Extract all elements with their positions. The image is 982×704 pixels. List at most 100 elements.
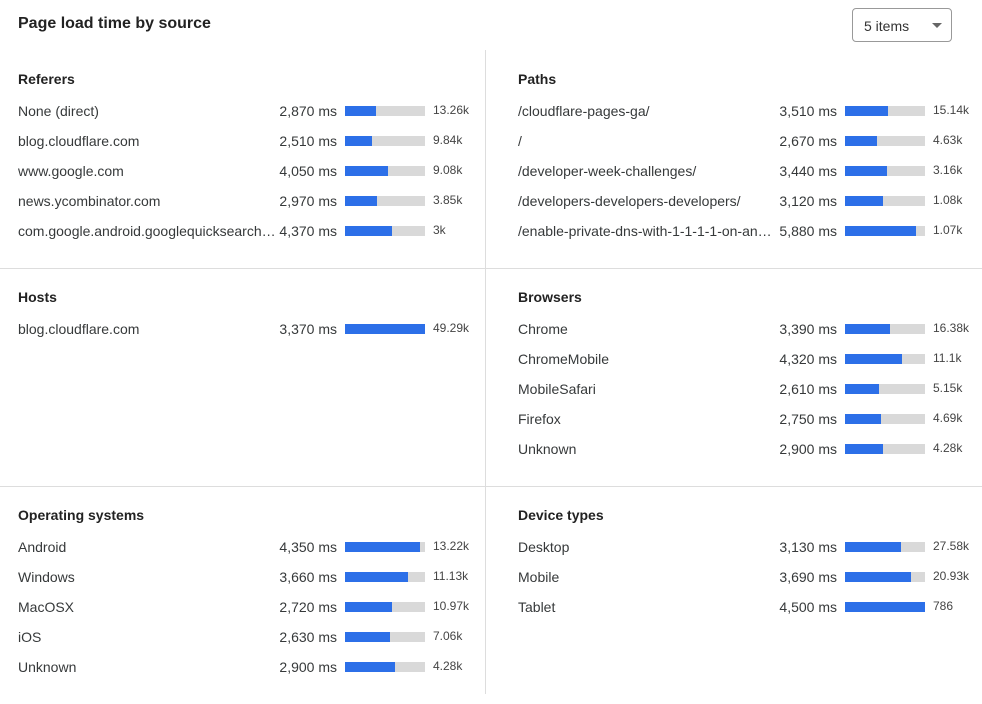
list-item[interactable]: /cloudflare-pages-ga/ 3,510 ms 15.14k: [518, 101, 982, 121]
section-hosts: Hosts blog.cloudflare.com 3,370 ms 49.29…: [0, 268, 486, 486]
list-item[interactable]: MacOSX 2,720 ms 10.97k: [18, 597, 488, 617]
list-item[interactable]: Mobile 3,690 ms 20.93k: [518, 567, 982, 587]
list-item[interactable]: /developers-developers-developers/ 3,120…: [518, 191, 982, 211]
load-time-bar: [845, 106, 925, 116]
bar-fill: [345, 324, 425, 334]
section-device-types: Device types Desktop 3,130 ms 27.58k Mob…: [500, 486, 982, 704]
request-count: 11.1k: [933, 351, 962, 365]
section-title: Referers: [18, 71, 75, 87]
request-count: 13.26k: [433, 103, 470, 117]
bar-fill: [345, 136, 373, 146]
request-count: 11.13k: [433, 569, 469, 583]
item-label: Tablet: [518, 599, 556, 615]
bar-fill: [845, 196, 884, 206]
section-browsers: Browsers Chrome 3,390 ms 16.38k ChromeMo…: [500, 268, 982, 486]
page-title: Page load time by source: [18, 15, 211, 32]
list-item[interactable]: None (direct) 2,870 ms 13.26k: [18, 101, 488, 121]
section-paths: Paths /cloudflare-pages-ga/ 3,510 ms 15.…: [500, 50, 982, 268]
request-count: 16.38k: [933, 321, 970, 335]
bar-fill: [345, 226, 393, 236]
bar-fill: [345, 632, 390, 642]
item-label: Desktop: [518, 539, 570, 555]
list-item[interactable]: news.ycombinator.com 2,970 ms 3.85k: [18, 191, 488, 211]
list-item[interactable]: Tablet 4,500 ms 786: [518, 597, 982, 617]
request-count: 27.58k: [933, 539, 970, 553]
load-time-bar: [845, 196, 925, 206]
request-count: 5.15k: [933, 381, 963, 395]
load-time-bar: [345, 602, 425, 612]
load-time-bar: [345, 106, 425, 116]
load-time-bar: [345, 632, 425, 642]
load-time: 3,510 ms: [779, 103, 837, 119]
bar-fill: [345, 196, 377, 206]
load-time: 4,350 ms: [279, 539, 337, 555]
load-time: 2,870 ms: [279, 103, 337, 119]
item-label: /: [518, 133, 522, 149]
load-time-bar: [845, 136, 925, 146]
request-count: 1.07k: [933, 223, 963, 237]
list-item[interactable]: Unknown 2,900 ms 4.28k: [518, 439, 982, 459]
list-item[interactable]: Chrome 3,390 ms 16.38k: [518, 319, 982, 339]
list-item[interactable]: Windows 3,660 ms 11.13k: [18, 567, 488, 587]
load-time-bar: [845, 444, 925, 454]
load-time: 4,500 ms: [779, 599, 837, 615]
list-item[interactable]: ChromeMobile 4,320 ms 11.1k: [518, 349, 982, 369]
bar-fill: [345, 602, 393, 612]
request-count: 786: [933, 599, 954, 613]
request-count: 13.22k: [433, 539, 470, 553]
load-time-bar: [845, 324, 925, 334]
item-label: Windows: [18, 569, 75, 585]
load-time: 3,690 ms: [779, 569, 837, 585]
load-time: 4,050 ms: [279, 163, 337, 179]
item-label: /developers-developers-developers/: [518, 193, 741, 209]
bar-fill: [845, 572, 912, 582]
item-label: /enable-private-dns-with-1-1-1-1-on-andr…: [518, 223, 776, 239]
item-label: /cloudflare-pages-ga/: [518, 103, 650, 119]
request-count: 3.16k: [933, 163, 963, 177]
bar-fill: [845, 324, 890, 334]
request-count: 20.93k: [933, 569, 970, 583]
load-time-bar: [345, 136, 425, 146]
list-item[interactable]: blog.cloudflare.com 2,510 ms 9.84k: [18, 131, 488, 151]
item-label: MacOSX: [18, 599, 75, 615]
item-label: MobileSafari: [518, 381, 596, 397]
item-label: Chrome: [518, 321, 568, 337]
list-item[interactable]: / 2,670 ms 4.63k: [518, 131, 982, 151]
load-time: 4,370 ms: [279, 223, 337, 239]
load-time: 2,900 ms: [779, 441, 837, 457]
list-item[interactable]: com.google.android.googlequicksearchbox …: [18, 221, 488, 241]
list-item[interactable]: iOS 2,630 ms 7.06k: [18, 627, 488, 647]
list-item[interactable]: MobileSafari 2,610 ms 5.15k: [518, 379, 982, 399]
list-item[interactable]: /developer-week-challenges/ 3,440 ms 3.1…: [518, 161, 982, 181]
bar-fill: [345, 542, 421, 552]
item-label: Firefox: [518, 411, 561, 427]
list-item[interactable]: Firefox 2,750 ms 4.69k: [518, 409, 982, 429]
item-label: blog.cloudflare.com: [18, 321, 140, 337]
list-item[interactable]: Desktop 3,130 ms 27.58k: [518, 537, 982, 557]
request-count: 4.28k: [433, 659, 463, 673]
list-item[interactable]: www.google.com 4,050 ms 9.08k: [18, 161, 488, 181]
load-time: 3,120 ms: [779, 193, 837, 209]
request-count: 4.28k: [933, 441, 963, 455]
select-value: 5 items: [864, 18, 910, 34]
item-label: blog.cloudflare.com: [18, 133, 140, 149]
item-label: www.google.com: [18, 163, 124, 179]
bar-fill: [845, 226, 917, 236]
request-count: 3k: [433, 223, 446, 237]
section-referers: Referers None (direct) 2,870 ms 13.26k b…: [0, 50, 486, 268]
load-time-bar: [845, 572, 925, 582]
item-label: iOS: [18, 629, 42, 645]
list-item[interactable]: /enable-private-dns-with-1-1-1-1-on-andr…: [518, 221, 982, 241]
list-item[interactable]: Unknown 2,900 ms 4.28k: [18, 657, 488, 677]
list-item[interactable]: Android 4,350 ms 13.22k: [18, 537, 488, 557]
bar-fill: [845, 384, 880, 394]
items-count-select[interactable]: 5 items: [852, 8, 952, 42]
section-operating-systems: Operating systems Android 4,350 ms 13.22…: [0, 486, 486, 704]
request-count: 7.06k: [433, 629, 463, 643]
bar-fill: [845, 166, 888, 176]
load-time-bar: [345, 572, 425, 582]
bar-fill: [345, 106, 377, 116]
bar-fill: [845, 444, 884, 454]
load-time: 2,610 ms: [779, 381, 837, 397]
list-item[interactable]: blog.cloudflare.com 3,370 ms 49.29k: [18, 319, 488, 339]
